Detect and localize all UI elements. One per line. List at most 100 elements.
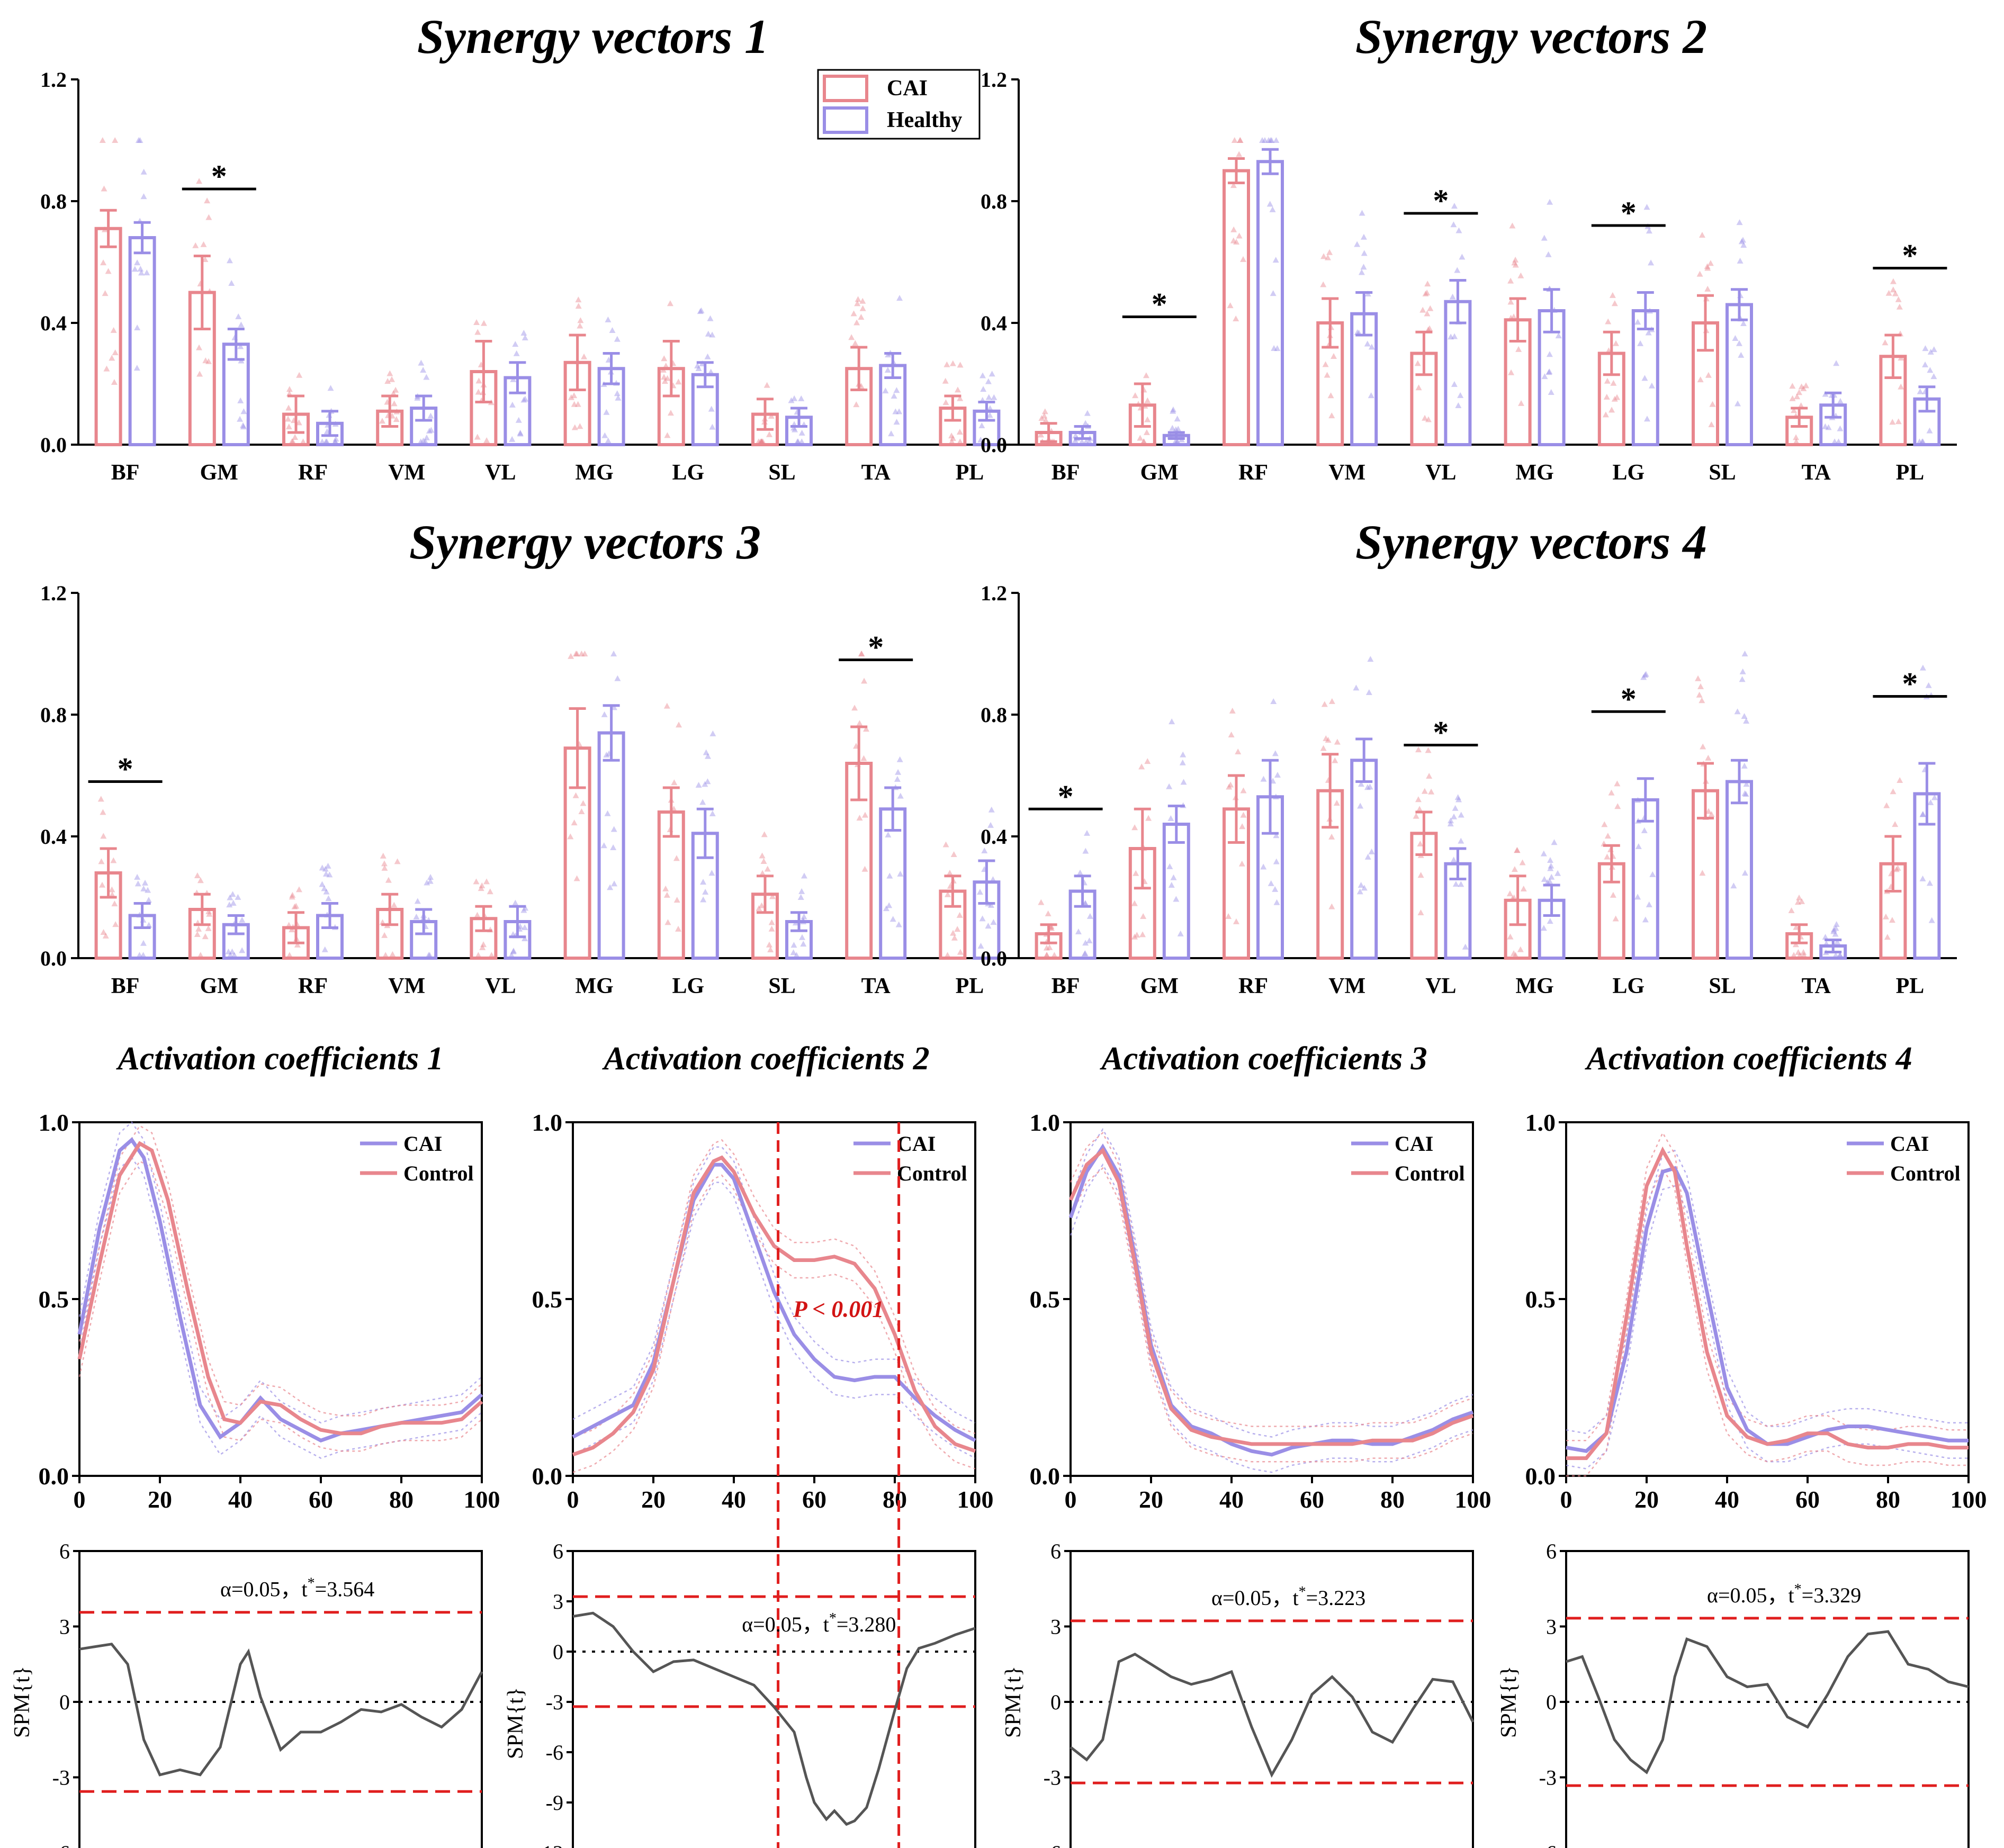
data-point [1273, 137, 1280, 143]
data-point [1134, 932, 1140, 938]
data-point [135, 137, 142, 143]
data-point [1704, 285, 1711, 292]
data-point [1642, 671, 1649, 677]
data-point [892, 784, 899, 790]
data-point [1517, 272, 1524, 278]
bar-chart-sv4: Synergy vectors 4 0.0 0.4 0.8 1.2 BF GM RF VM VL M… [981, 515, 1957, 998]
y-tick-label: 1.2 [981, 581, 1007, 605]
data-point [985, 378, 992, 384]
x-tick-label: 80 [883, 1486, 907, 1513]
data-point [667, 410, 674, 416]
data-point [894, 776, 901, 782]
data-point [379, 919, 386, 925]
data-point [102, 290, 109, 296]
data-point [1825, 424, 1832, 430]
data-point [790, 949, 797, 955]
sd-band [1566, 1149, 1969, 1435]
chart-title: Activation coefficients 1 [115, 1041, 443, 1077]
data-point [1083, 830, 1090, 836]
data-point [1131, 933, 1138, 940]
data-point [420, 912, 427, 918]
data-point [1607, 846, 1614, 852]
data-point [1043, 417, 1049, 423]
data-point [1169, 425, 1176, 431]
series-line-control [77, 1141, 483, 1436]
data-point [949, 360, 956, 366]
legend-label: CAI [1395, 1132, 1433, 1156]
data-point [761, 416, 768, 422]
data-point [1045, 910, 1052, 916]
y-tick-label: 0.4 [981, 825, 1007, 849]
data-point [238, 357, 245, 364]
significance-star: * [118, 752, 133, 787]
x-tick-label: LG [672, 461, 704, 485]
data-point [1238, 860, 1245, 867]
data-point [760, 858, 767, 864]
data-point [1696, 691, 1703, 698]
data-point [99, 881, 106, 888]
data-point [979, 396, 986, 403]
spm-curve [1566, 1630, 1969, 1774]
data-point [613, 380, 620, 386]
data-point [423, 374, 430, 380]
data-point [1925, 682, 1932, 688]
x-tick-label: VM [1328, 974, 1365, 998]
data-point [143, 269, 150, 276]
data-point [239, 916, 246, 923]
data-point [1048, 923, 1055, 929]
data-point [1367, 656, 1374, 662]
data-point [1837, 398, 1844, 404]
x-tick-label: SL [1709, 974, 1736, 998]
data-point [1737, 292, 1744, 299]
data-point [1230, 237, 1237, 244]
data-point [1893, 866, 1900, 872]
data-point [882, 387, 889, 394]
x-tick-label: LG [672, 974, 704, 998]
data-point [423, 434, 430, 440]
data-point [942, 377, 949, 384]
data-point [957, 949, 964, 955]
sd-band [78, 1125, 482, 1417]
data-point [481, 913, 488, 920]
data-point [1897, 330, 1904, 337]
data-point [985, 923, 992, 929]
data-point [607, 368, 614, 375]
data-point [1732, 335, 1739, 341]
x-tick-label: VM [1328, 461, 1365, 485]
data-point [1547, 857, 1553, 863]
data-point [1166, 863, 1173, 869]
data-point [609, 327, 616, 333]
data-point [1885, 290, 1892, 296]
data-point [1368, 344, 1375, 350]
data-point [581, 353, 588, 359]
y-tick-label: 3 [553, 1590, 563, 1613]
data-point [759, 852, 766, 859]
data-point [1272, 257, 1279, 263]
data-point [136, 912, 143, 918]
data-point [110, 857, 117, 863]
y-tick-label: -6 [52, 1841, 70, 1848]
data-point [385, 877, 392, 883]
data-point [1072, 437, 1079, 444]
sd-band [78, 1121, 482, 1424]
data-point [861, 812, 868, 818]
y-tick-label: 0.0 [1525, 1463, 1556, 1490]
data-point [1137, 435, 1144, 441]
data-point [1514, 847, 1521, 853]
data-point [1921, 766, 1928, 772]
data-point [610, 704, 617, 710]
data-point [102, 226, 109, 232]
bar-healthy [1162, 823, 1190, 960]
data-point [1518, 400, 1525, 406]
data-point [1271, 345, 1278, 351]
data-point [1643, 204, 1650, 210]
data-point [1741, 762, 1748, 769]
data-point [1610, 380, 1617, 386]
data-point [614, 390, 621, 396]
data-point [661, 378, 668, 384]
bar-chart-sv2: Synergy vectors 2 0.0 0.4 0.8 1.2 BF GM RF VM VL M… [981, 10, 1957, 485]
data-point [1272, 886, 1279, 892]
data-point [103, 365, 110, 372]
data-point [1038, 899, 1045, 905]
